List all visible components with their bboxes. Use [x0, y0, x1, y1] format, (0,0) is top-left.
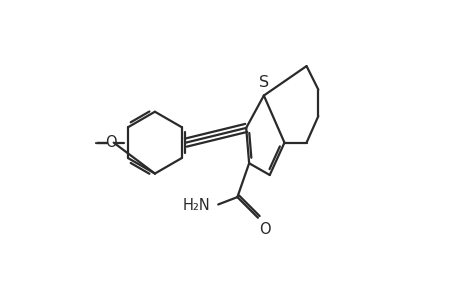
Text: methoxy: methoxy	[91, 142, 97, 143]
Text: O: O	[105, 135, 116, 150]
Text: O: O	[259, 222, 270, 237]
Text: H₂N: H₂N	[183, 198, 210, 213]
Text: S: S	[258, 75, 269, 90]
